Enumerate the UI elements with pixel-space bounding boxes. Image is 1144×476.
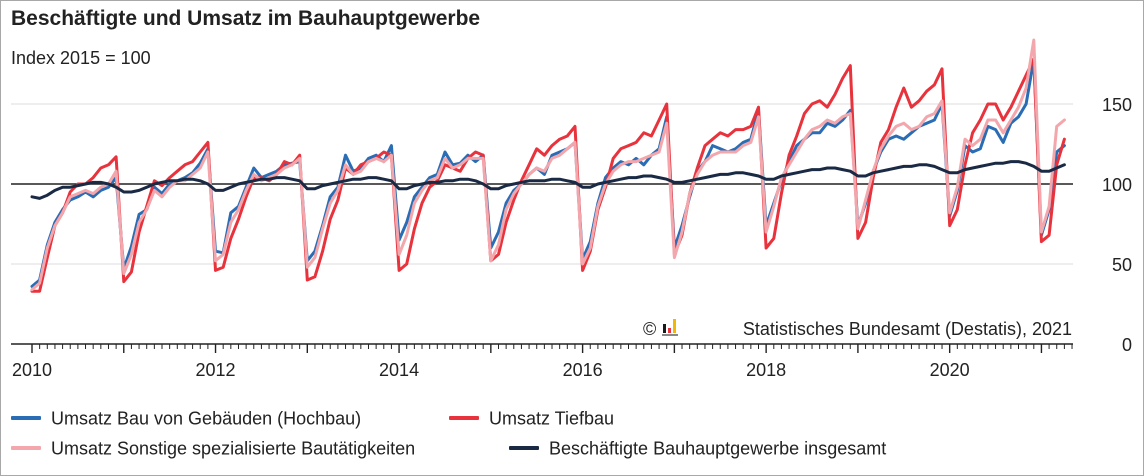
legend-label-beschaeftigte: Beschäftigte Bauhauptgewerbe insgesamt [549, 438, 887, 459]
chart-subtitle: Index 2015 = 100 [11, 48, 151, 68]
chart-title: Beschäftigte und Umsatz im Bauhauptgewer… [11, 7, 481, 30]
series-layer [30, 38, 1066, 293]
legend-label-sonstige: Umsatz Sonstige spezialisierte Bautätigk… [51, 438, 416, 459]
x-tick-label: 2018 [746, 360, 786, 380]
x-tick-label: 2012 [196, 360, 236, 380]
source-text: Statistisches Bundesamt (Destatis), 2021 [743, 319, 1072, 339]
x-tick-label: 2010 [12, 360, 52, 380]
y-tick-label: 100 [1102, 175, 1132, 195]
series-line-0 [30, 57, 1066, 288]
x-tick-label: 2020 [930, 360, 970, 380]
legend-item-tiefbau: Umsatz Tiefbau [449, 405, 614, 429]
destatis-logo-icon [662, 319, 678, 336]
legend-label-tiefbau: Umsatz Tiefbau [489, 408, 615, 429]
copyright-symbol: © [643, 319, 656, 339]
legend-swatch-tiefbau [449, 416, 479, 421]
legend-label-hochbau: Umsatz Bau von Gebäuden (Hochbau) [51, 408, 362, 429]
legend-swatch-sonstige [11, 446, 41, 451]
legend-swatch-beschaeftigte [509, 446, 539, 451]
y-tick-label: 50 [1112, 255, 1132, 275]
y-tick-label: 0 [1122, 335, 1132, 355]
legend-item-beschaeftigte: Beschäftigte Bauhauptgewerbe insgesamt [509, 435, 886, 459]
legend-swatch-hochbau [11, 416, 41, 421]
series-line-3 [30, 160, 1066, 200]
source-note: © Statistisches Bundesamt (Destatis), 20… [643, 319, 1072, 339]
series-line-2 [30, 38, 1066, 292]
legend-item-sonstige: Umsatz Sonstige spezialisierte Bautätigk… [11, 435, 415, 459]
legend-item-hochbau: Umsatz Bau von Gebäuden (Hochbau) [11, 405, 361, 429]
axis-layer: 0 50 100 150 2010 2012 2014 2016 2018 2020 [11, 95, 1132, 380]
series-line-1 [30, 57, 1066, 293]
y-tick-label: 150 [1102, 95, 1132, 115]
x-tick-label: 2014 [379, 360, 419, 380]
x-tick-label: 2016 [563, 360, 603, 380]
